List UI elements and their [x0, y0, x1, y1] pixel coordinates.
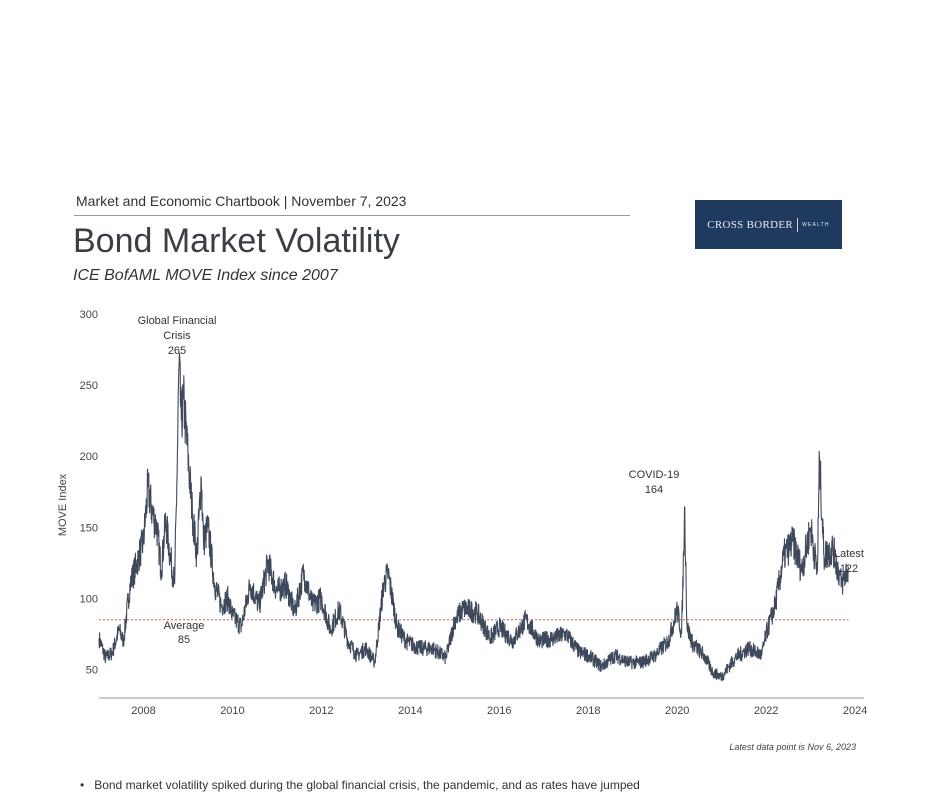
average-label: Average	[164, 620, 205, 632]
page-subtitle: ICE BofAML MOVE Index since 2007	[73, 267, 338, 284]
y-tick-label: 50	[86, 665, 98, 677]
annotation-label: Crisis	[163, 330, 191, 342]
x-tick-label: 2012	[309, 705, 333, 717]
annotation-label: Latest	[834, 548, 864, 560]
header-rule	[74, 215, 630, 216]
bullet-text: Bond market volatility spiked during the…	[94, 778, 640, 792]
annotation-label: 122	[840, 563, 858, 575]
x-tick-label: 2010	[220, 705, 244, 717]
y-tick-label: 200	[80, 451, 98, 463]
x-tick-label: 2022	[754, 705, 778, 717]
header-line: Market and Economic Chartbook | November…	[76, 193, 407, 209]
y-tick-label: 100	[80, 593, 98, 605]
x-tick-label: 2018	[576, 705, 600, 717]
annotation-label: COVID-19	[629, 469, 680, 481]
logo-divider	[797, 217, 799, 232]
y-tick-label: 150	[80, 522, 98, 534]
y-tick-label: 300	[80, 309, 98, 321]
brand-logo: CROSS BORDER WEALTH	[695, 200, 842, 249]
x-tick-label: 2008	[131, 705, 155, 717]
page-title: Bond Market Volatility	[73, 222, 400, 260]
x-tick-label: 2020	[665, 705, 689, 717]
y-tick-label: 250	[80, 380, 98, 392]
x-tick-label: 2024	[843, 705, 867, 717]
annotation-label: 164	[645, 484, 663, 496]
annotation-label: 265	[168, 345, 186, 357]
bullet-item: • Bond market volatility spiked during th…	[80, 778, 640, 792]
move-index-chart: 300 250 200 150 100 50 2008 2010 2012 2014 2016 201…	[57, 309, 867, 717]
annotation-label: Global Financial	[138, 315, 217, 327]
footnote: Latest data point is Nov 6, 2023	[729, 742, 856, 752]
logo-tag: WEALTH	[802, 221, 830, 228]
series-line	[98, 352, 849, 682]
logo-name: CROSS BORDER	[707, 218, 794, 231]
x-tick-label: 2016	[487, 705, 511, 717]
y-axis-label: MOVE Index	[57, 473, 69, 536]
x-tick-label: 2014	[398, 705, 422, 717]
bullet-dot: •	[80, 778, 85, 792]
average-value-label: 85	[178, 634, 190, 646]
